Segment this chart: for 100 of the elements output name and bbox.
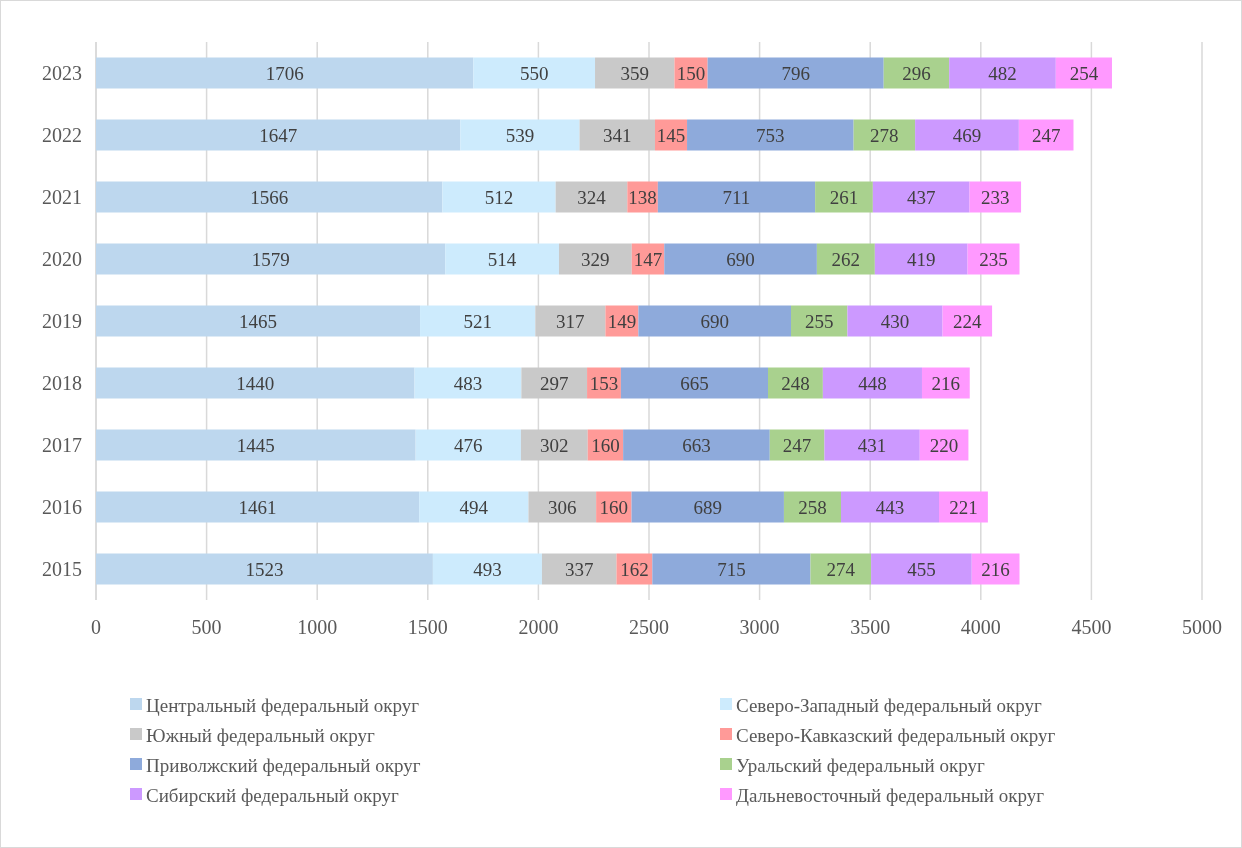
bar <box>874 243 968 275</box>
data-label: 665 <box>680 372 709 394</box>
bar <box>535 305 606 337</box>
data-label: 296 <box>902 62 931 84</box>
data-label: 306 <box>548 496 577 518</box>
data-label: 443 <box>875 496 905 518</box>
bar <box>528 491 597 523</box>
legend-label: Дальневосточный федеральный округ <box>736 784 1045 806</box>
bar <box>707 57 884 89</box>
y-tick-label: 2019 <box>42 310 82 332</box>
bar <box>558 243 632 275</box>
data-label: 255 <box>804 310 834 332</box>
y-tick-label: 2020 <box>42 248 82 270</box>
data-label: 302 <box>540 434 569 456</box>
y-tick-label: 2016 <box>42 496 82 518</box>
bar <box>445 243 559 275</box>
bar <box>847 305 943 337</box>
data-label: 476 <box>454 434 483 456</box>
bar <box>579 119 655 151</box>
bar <box>96 429 416 461</box>
data-label: 317 <box>556 310 585 332</box>
bar <box>473 57 596 89</box>
data-label: 1523 <box>245 558 284 580</box>
legend-label: Южный федеральный округ <box>146 724 375 746</box>
data-label: 278 <box>870 124 899 146</box>
data-label: 224 <box>953 310 983 332</box>
bar <box>419 491 529 523</box>
data-label: 455 <box>907 558 936 580</box>
data-label: 248 <box>781 372 810 394</box>
data-label: 448 <box>858 372 887 394</box>
data-label: 550 <box>519 62 549 84</box>
data-label: 690 <box>726 248 755 270</box>
data-label: 493 <box>473 558 502 580</box>
data-label: 258 <box>798 496 827 518</box>
bar <box>96 491 420 523</box>
bar <box>631 491 784 523</box>
bar <box>442 181 556 213</box>
x-tick-label: 1000 <box>297 616 338 638</box>
x-tick-label: 500 <box>191 616 222 638</box>
bar <box>555 181 628 213</box>
data-label: 514 <box>487 248 517 270</box>
data-label: 796 <box>781 62 810 84</box>
data-label: 431 <box>857 434 887 456</box>
y-tick-label: 2015 <box>42 558 82 580</box>
bar <box>521 367 588 399</box>
y-tick-label: 2022 <box>42 124 82 146</box>
data-label: 437 <box>906 186 936 208</box>
data-label: 1465 <box>239 310 278 332</box>
x-tick-label: 1500 <box>407 616 448 638</box>
data-label: 539 <box>505 124 535 146</box>
data-label: 419 <box>906 248 936 270</box>
data-label: 247 <box>1031 124 1061 146</box>
data-label: 220 <box>929 434 959 456</box>
data-label: 162 <box>620 558 649 580</box>
data-label: 482 <box>988 62 1017 84</box>
y-tick-label: 2021 <box>42 186 82 208</box>
x-tick-label: 5000 <box>1182 616 1222 638</box>
bar <box>822 367 922 399</box>
data-label: 1647 <box>259 124 298 146</box>
data-label: 329 <box>581 248 610 270</box>
data-label: 521 <box>463 310 492 332</box>
data-label: 341 <box>603 124 632 146</box>
data-label: 153 <box>589 372 619 394</box>
data-label: 147 <box>633 248 663 270</box>
data-label: 512 <box>484 186 514 208</box>
data-label: 715 <box>717 558 746 580</box>
bar <box>96 553 433 585</box>
data-label: 753 <box>756 124 785 146</box>
bar <box>623 429 770 461</box>
bar <box>810 553 872 585</box>
bar <box>420 305 536 337</box>
legend-label: Северо-Западный федеральный округ <box>736 694 1042 716</box>
data-label: 469 <box>952 124 982 146</box>
bar <box>769 429 825 461</box>
bar <box>824 429 920 461</box>
bar <box>871 553 972 585</box>
bar <box>96 181 443 213</box>
y-tick-label: 2023 <box>42 62 82 84</box>
bar <box>949 57 1056 89</box>
data-label: 150 <box>676 62 706 84</box>
data-label: 1461 <box>238 496 277 518</box>
x-tick-label: 2500 <box>629 616 669 638</box>
data-label: 324 <box>577 186 607 208</box>
bar <box>541 553 617 585</box>
x-tick-label: 0 <box>91 616 101 638</box>
bar <box>432 553 542 585</box>
data-label: 297 <box>539 372 569 394</box>
data-label: 262 <box>831 248 861 270</box>
bar <box>687 119 854 151</box>
bar <box>96 367 415 399</box>
x-tick-label: 4000 <box>960 616 1001 638</box>
data-label: 160 <box>599 496 629 518</box>
bar <box>415 429 521 461</box>
bar <box>652 553 811 585</box>
bar <box>595 57 675 89</box>
bar <box>664 243 817 275</box>
data-label: 149 <box>607 310 637 332</box>
data-label: 247 <box>782 434 812 456</box>
legend-label: Северо-Кавказский федеральный округ <box>736 724 1056 746</box>
bar <box>853 119 916 151</box>
